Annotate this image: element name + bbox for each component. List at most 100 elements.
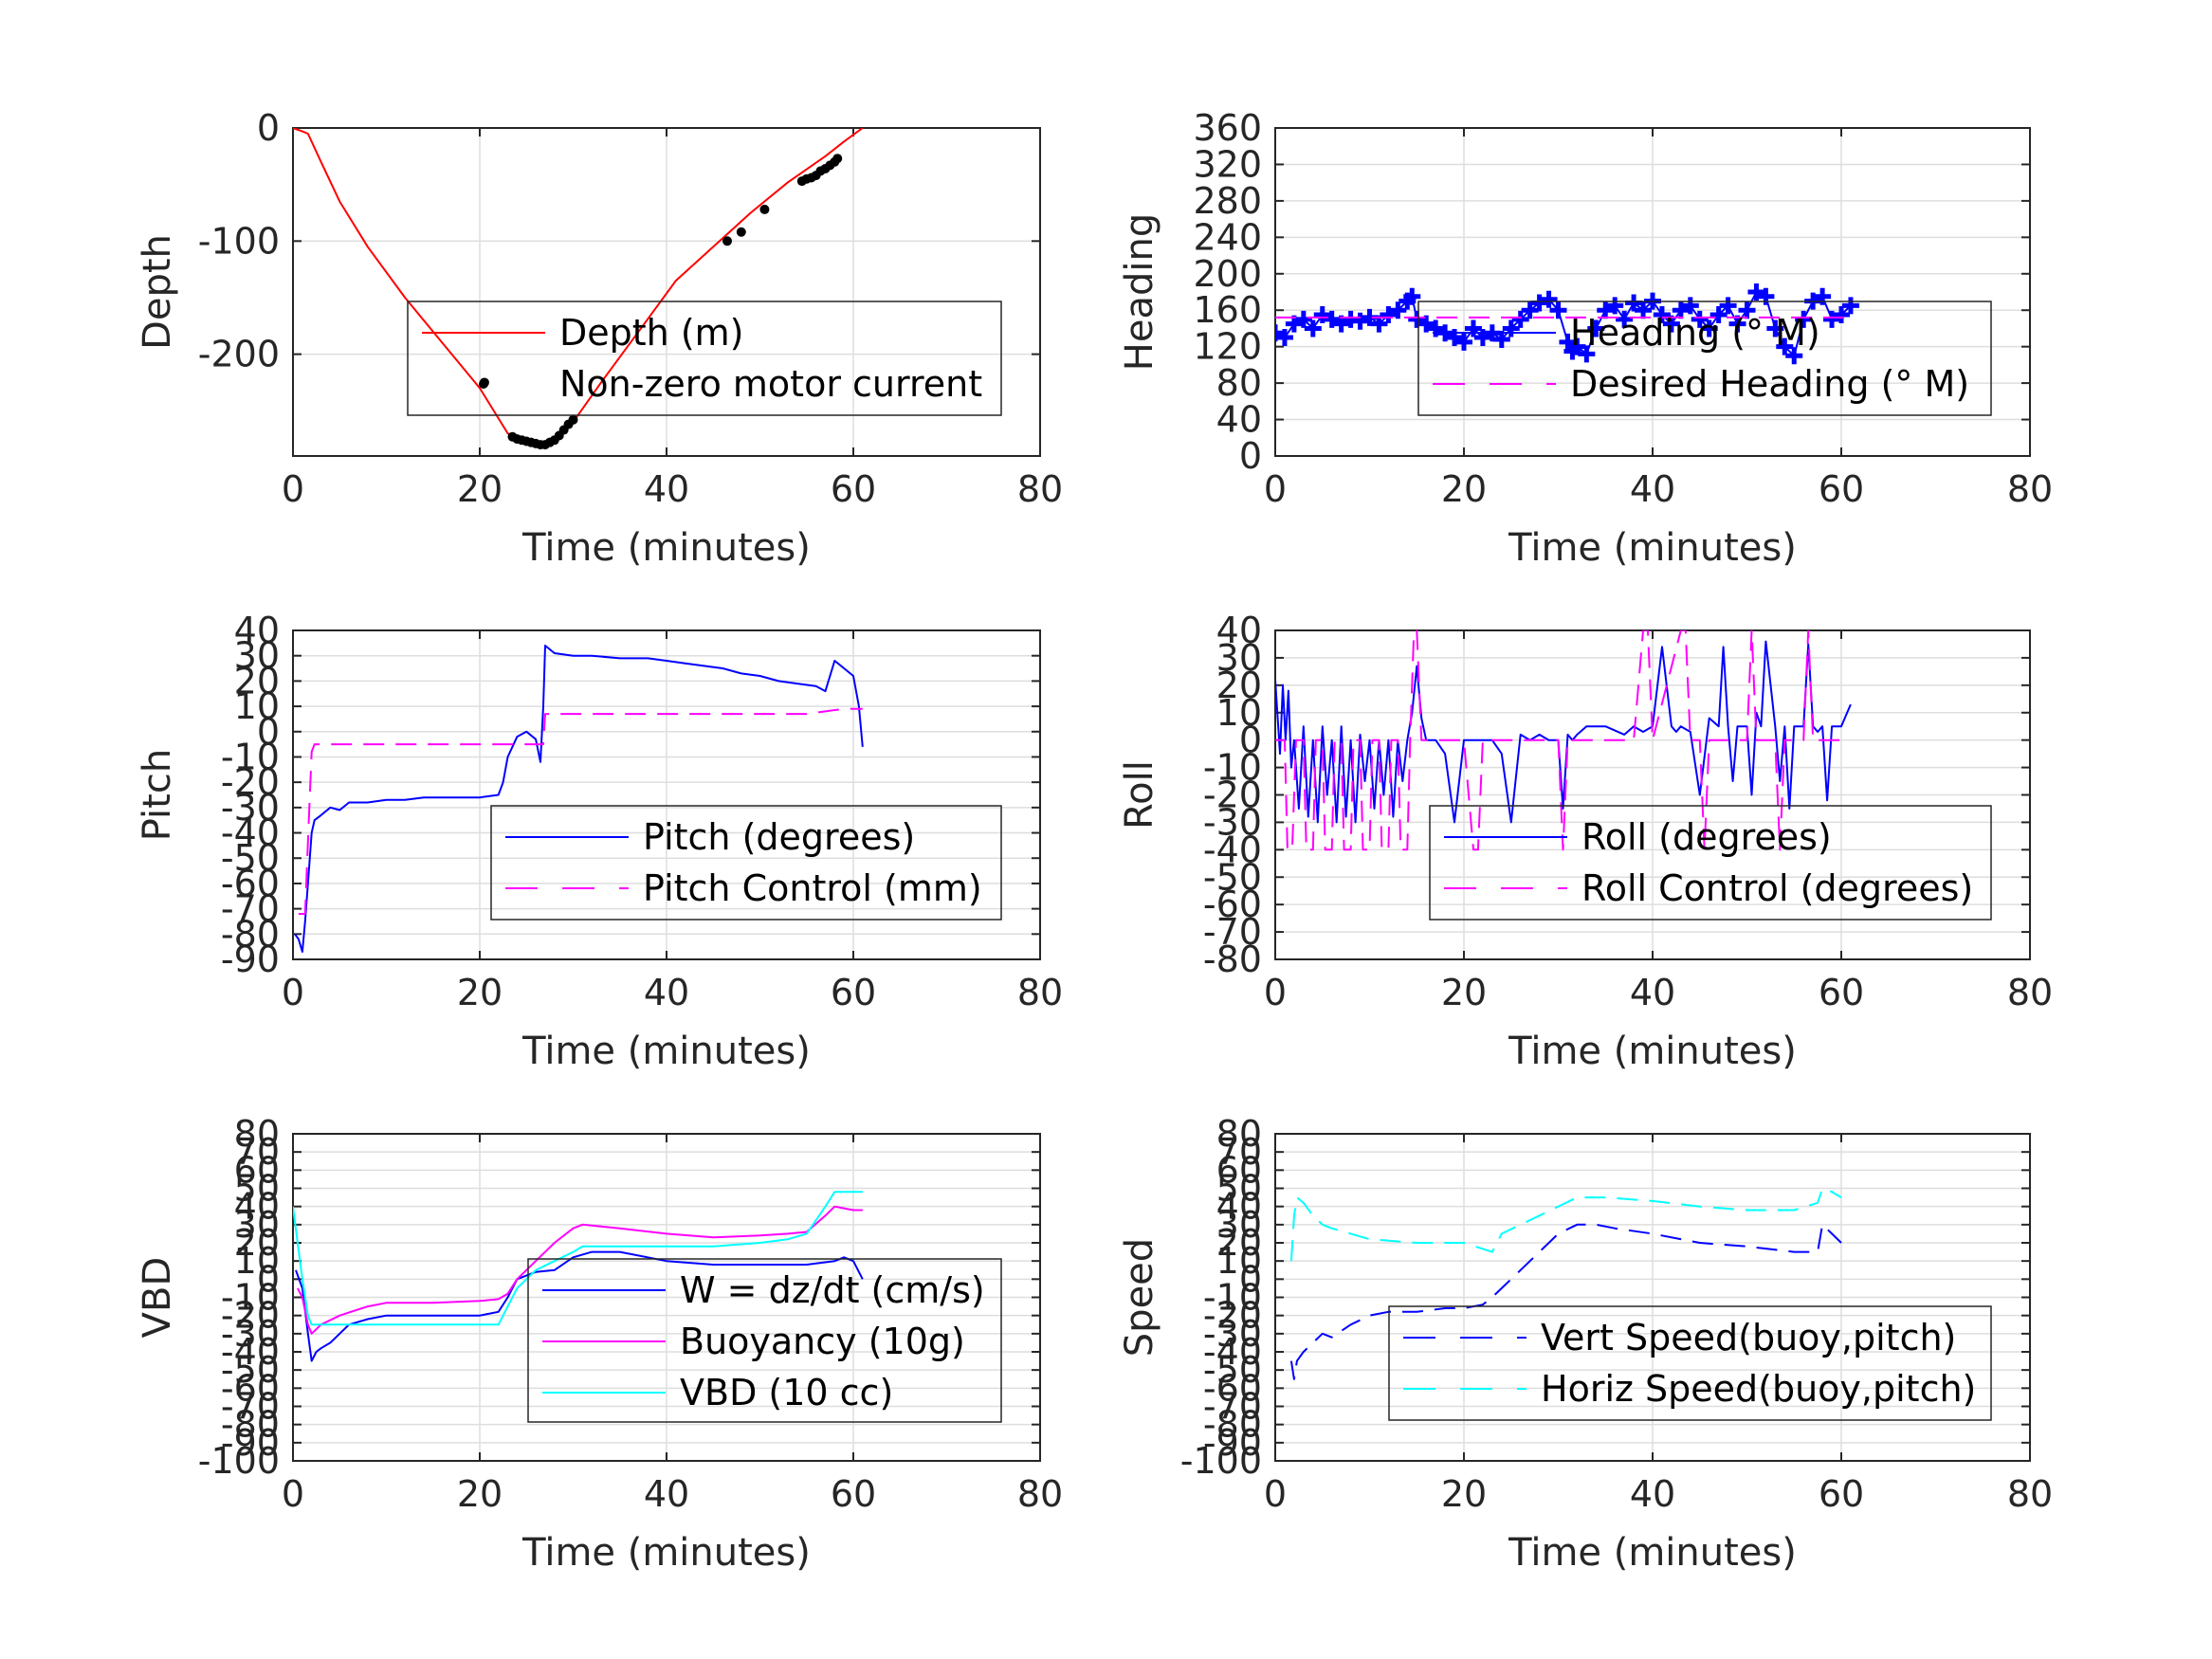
data-point (1568, 337, 1586, 356)
plot-area (293, 1191, 864, 1362)
legend-label: Heading (° M) (1570, 312, 1820, 354)
y-tick-label: 40 (234, 610, 280, 651)
data-point (1578, 345, 1596, 363)
data-point (1606, 297, 1624, 315)
data-point (1304, 319, 1322, 337)
y-tick-label: 40 (1216, 399, 1262, 441)
y-tick-label: -20 (1203, 775, 1262, 816)
x-tick-label: 60 (831, 1473, 876, 1515)
x-tick-label: 20 (457, 1473, 503, 1515)
legend: Roll (degrees) Roll Control (degrees) (1429, 805, 1992, 921)
legend-box (1388, 1305, 1992, 1421)
chart-5: 0 20 40 60 8080706050403020100-10-20-30-40-5… (136, 1113, 1063, 1575)
x-tick-label: 0 (1264, 972, 1287, 1013)
data-point (1738, 301, 1756, 319)
y-tick-label: -70 (1203, 911, 1262, 953)
y-tick-label: -200 (198, 334, 280, 375)
x-axis-label: Time (minutes) (521, 1030, 811, 1073)
x-axis-label: Time (minutes) (1508, 1030, 1797, 1073)
data-point (1313, 306, 1331, 324)
chart-2: 0 20 40 60 8004080120160200240280320360Time … (1118, 107, 2053, 570)
y-tick-label: 160 (1193, 289, 1262, 331)
data-point (1747, 283, 1765, 301)
chart-6: 0 20 40 60 8080706050403020100-10-20-30-40-5… (1118, 1113, 2053, 1575)
grid (292, 629, 1041, 960)
y-tick-label: 20 (1216, 665, 1262, 706)
x-tick-label: 60 (831, 468, 876, 510)
y-tick-label: 40 (1216, 610, 1262, 651)
series-2 (1289, 1187, 1842, 1262)
legend: W = dz/dt (cm/s) Buoyancy (10g) VBD (10 cc… (527, 1258, 1002, 1423)
x-tick-label: 20 (1441, 1473, 1487, 1515)
x-tick-label: 40 (1630, 972, 1675, 1013)
y-tick-label: -10 (1203, 747, 1262, 789)
y-tick-label: 40 (1216, 1186, 1262, 1228)
legend-label: Pitch Control (mm) (643, 867, 982, 909)
data-point (1709, 306, 1728, 324)
data-point (1559, 333, 1577, 351)
legend-label: Pitch (degrees) (643, 816, 915, 858)
y-tick-label: 10 (234, 1240, 280, 1282)
y-tick-label: 60 (1216, 1149, 1262, 1191)
series-2 (479, 154, 843, 450)
data-point (1275, 324, 1284, 342)
data-point (1427, 319, 1445, 337)
y-tick-label: 80 (1216, 362, 1262, 404)
chart-1: 0 20 40 60 80 0 -100 -200 Time (minutes) Depth Dep… (136, 107, 1063, 570)
y-tick-label: -60 (221, 1367, 280, 1409)
y-tick-label: -30 (1203, 801, 1262, 843)
legend-box (1417, 301, 1992, 416)
data-point (1540, 290, 1558, 308)
data-point (1389, 301, 1407, 319)
y-tick-label: -30 (221, 787, 280, 829)
y-tick-label: 10 (1216, 692, 1262, 734)
legend-label: W = dz/dt (cm/s) (680, 1269, 985, 1311)
x-axis-label: Time (minutes) (1508, 1531, 1797, 1575)
legend-marker (479, 379, 488, 389)
legend: Heading (° M) Desired Heading (° M) (1417, 301, 1992, 416)
data-point (832, 154, 843, 164)
x-tick-label: 0 (1264, 1473, 1287, 1515)
x-tick-label: 40 (1630, 468, 1675, 510)
legend-label: VBD (10 cc) (680, 1372, 893, 1413)
data-point (1785, 347, 1803, 365)
y-tick-label: 280 (1193, 180, 1262, 222)
y-tick-label: -100 (1180, 1440, 1262, 1482)
data-point (1587, 319, 1605, 337)
series-line (295, 1250, 864, 1362)
plot-area (1275, 283, 1859, 365)
data-point (1672, 301, 1690, 319)
y-tick-label: 0 (257, 711, 280, 753)
data-point (1757, 287, 1775, 305)
y-tick-label: -50 (1203, 1349, 1262, 1391)
data-point (1380, 306, 1398, 324)
y-tick-label: 60 (234, 1149, 280, 1191)
y-tick-label: -100 (198, 1440, 280, 1482)
x-tick-label: 20 (457, 972, 503, 1013)
plot-area (1275, 630, 1852, 851)
y-tick-label: -40 (1203, 1331, 1262, 1373)
y-tick-label: -90 (221, 1422, 280, 1464)
y-tick-label: 20 (234, 660, 280, 702)
y-tick-label: -20 (221, 761, 280, 803)
y-axis-label: Roll (1118, 760, 1161, 830)
x-tick-label: 0 (1264, 468, 1287, 510)
legend-label: Horiz Speed(buoy,pitch) (1541, 1368, 1976, 1410)
y-tick-label: -30 (221, 1313, 280, 1355)
series-1 (1289, 1223, 1842, 1380)
x-tick-label: 60 (1819, 468, 1864, 510)
y-tick-label: 200 (1193, 253, 1262, 295)
y-tick-label: 0 (1239, 720, 1262, 761)
y-tick-label: -80 (221, 913, 280, 955)
plot-area (294, 645, 864, 953)
data-point (1841, 297, 1859, 315)
series-line (1289, 1187, 1842, 1262)
data-point (1795, 310, 1813, 328)
data-point (1719, 297, 1737, 315)
y-tick-label: 50 (234, 1168, 280, 1210)
legend-label: Buoyancy (10g) (680, 1321, 965, 1362)
y-tick-label: -70 (221, 888, 280, 930)
data-point (1502, 319, 1520, 337)
series-2 (297, 1205, 863, 1335)
x-axis-label: Time (minutes) (521, 526, 811, 570)
